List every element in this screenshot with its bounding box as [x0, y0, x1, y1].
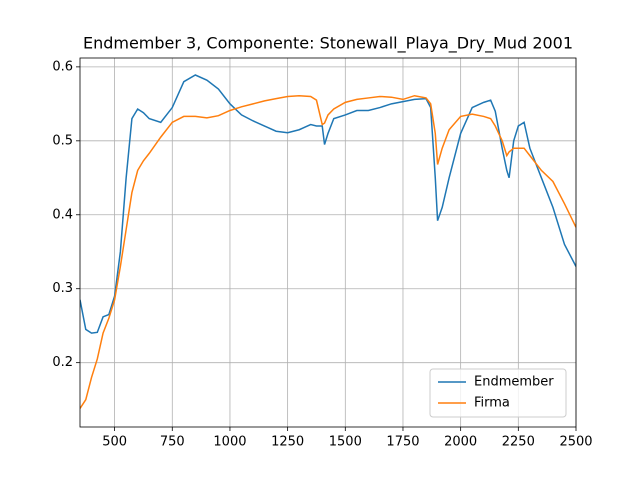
chart-title: Endmember 3, Componente: Stonewall_Playa…	[83, 34, 573, 54]
legend-label: Firma	[474, 396, 510, 411]
y-tick-label: 0.5	[52, 133, 73, 148]
y-tick-label: 0.4	[52, 207, 73, 222]
x-tick-label: 1250	[271, 435, 304, 450]
x-tick-label: 1000	[213, 435, 246, 450]
legend-box	[429, 368, 567, 418]
x-tick-label: 500	[102, 435, 127, 450]
y-tick-label: 0.6	[52, 59, 73, 74]
x-tick-label: 2250	[502, 435, 535, 450]
x-tick-label: 1750	[386, 435, 419, 450]
y-tick-label: 0.2	[52, 355, 73, 370]
x-tick-label: 1500	[329, 435, 362, 450]
plot-frame	[79, 57, 577, 428]
y-tick-label: 0.3	[52, 281, 73, 296]
x-tick-label: 750	[160, 435, 185, 450]
line	[80, 94, 576, 409]
legend-label: Endmember	[474, 375, 554, 390]
x-tick-label: 2000	[444, 435, 477, 450]
x-tick-label: 2500	[559, 435, 592, 450]
line	[80, 74, 576, 334]
